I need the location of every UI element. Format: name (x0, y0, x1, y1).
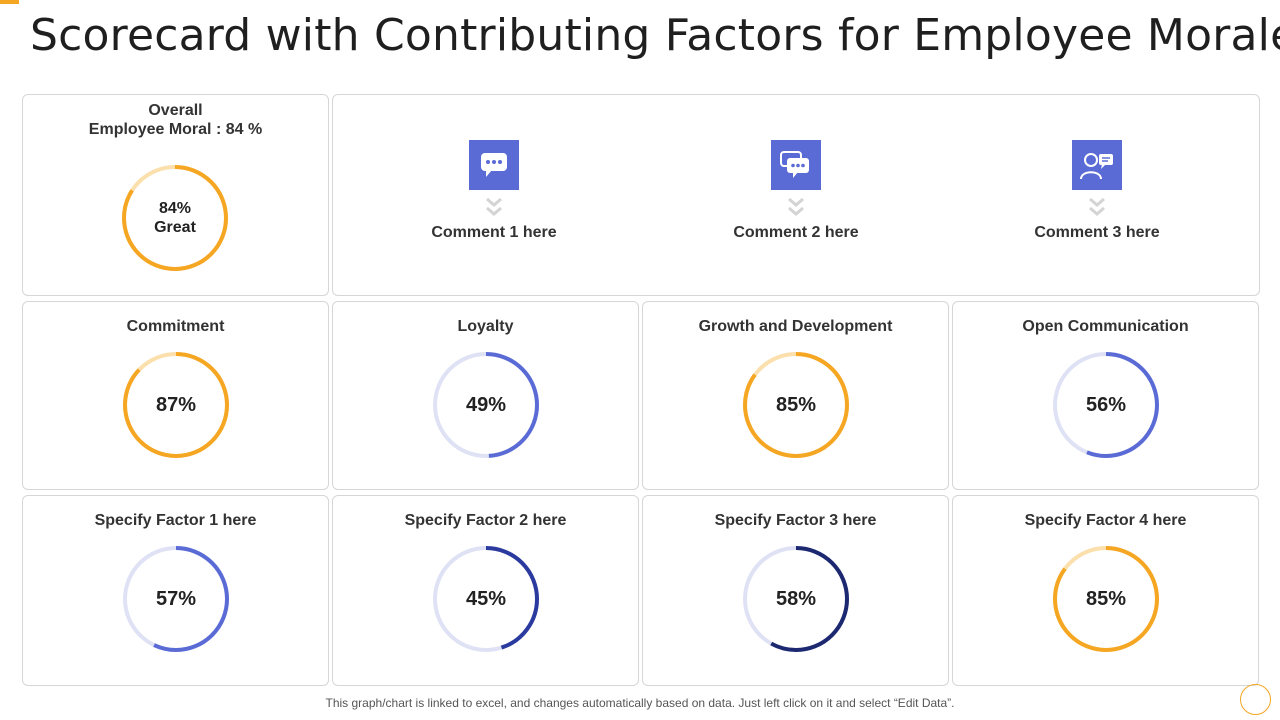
overall-title-line1: Overall (148, 102, 203, 119)
comment-block-2: Comment 2 here (696, 140, 896, 242)
factor-value-label: 45% (465, 587, 507, 610)
page-title: Scorecard with Contributing Factors for … (30, 10, 1280, 61)
overall-value-text: 84% (158, 200, 192, 217)
factor-title: Specify Factor 1 here (94, 512, 257, 529)
gauge-svg (433, 546, 539, 652)
gauge-svg (1053, 352, 1159, 458)
overall-gauge-label: 84% Great (115, 158, 235, 278)
gauge-svg (1053, 546, 1159, 652)
overall-gauge-arc (122, 165, 228, 271)
factor-gauge: 45% (426, 539, 546, 659)
factor-card-open-communication: Open Communication 56% (952, 301, 1259, 490)
factor-card-loyalty: Loyalty 49% (332, 301, 639, 490)
factor-title: Growth and Development (698, 318, 893, 335)
user-chat-icon (1072, 140, 1122, 190)
factor-card-commitment: Commitment 87% (22, 301, 329, 490)
factor-value-label: 49% (465, 393, 507, 416)
factor-gauge: 56% (1046, 345, 1166, 465)
factor-card-factor-4: Specify Factor 4 here 85% (952, 495, 1259, 686)
overall-title: Overall Employee Moral : 84 % (23, 101, 328, 139)
factor-card-factor-1: Specify Factor 1 here 57% (22, 495, 329, 686)
corner-circle-decoration (1240, 684, 1271, 715)
chat-bubble-icon (469, 140, 519, 190)
factor-title: Specify Factor 2 here (404, 512, 567, 529)
chevron-down-icon (1089, 197, 1105, 216)
footer-note: This graph/chart is linked to excel, and… (325, 696, 955, 710)
factor-value-label: 85% (775, 393, 817, 416)
gauge-arc (1053, 546, 1159, 652)
comment-2-text: Comment 2 here (733, 224, 859, 241)
chevron-down-icon (486, 197, 502, 216)
chat-bubbles-icon (771, 140, 821, 190)
factor-gauge: 58% (736, 539, 856, 659)
gauge-arc (1053, 352, 1159, 458)
factor-gauge: 57% (116, 539, 236, 659)
factor-card-growth: Growth and Development 85% (642, 301, 949, 490)
gauge-arc (743, 352, 849, 458)
comment-block-3: Comment 3 here (997, 140, 1197, 242)
overall-gauge-svg (122, 165, 228, 271)
gauge-svg (433, 352, 539, 458)
factor-title: Commitment (126, 318, 225, 335)
factor-gauge: 85% (736, 345, 856, 465)
overall-card: Overall Employee Moral : 84 % 84% Great (22, 94, 329, 296)
overall-status-text: Great (154, 219, 196, 236)
overall-title-line2: Employee Moral : 84 % (88, 121, 263, 138)
gauge-arc (743, 546, 849, 652)
factor-value-label: 85% (1085, 587, 1127, 610)
factor-title: Specify Factor 4 here (1024, 512, 1187, 529)
chevron-down-icon (788, 197, 804, 216)
gauge-svg (123, 352, 229, 458)
factor-title: Open Communication (1022, 318, 1189, 335)
comment-1-text: Comment 1 here (431, 224, 557, 241)
gauge-svg (123, 546, 229, 652)
factor-title: Loyalty (457, 318, 514, 335)
overall-gauge: 84% Great (115, 158, 235, 278)
factor-value-label: 58% (775, 587, 817, 610)
factor-card-factor-3: Specify Factor 3 here 58% (642, 495, 949, 686)
gauge-svg (743, 352, 849, 458)
comments-card: Comment 1 here Comment 2 here (332, 94, 1260, 296)
gauge-arc (123, 352, 229, 458)
factor-gauge: 49% (426, 345, 546, 465)
accent-mark (0, 0, 19, 4)
gauge-svg (743, 546, 849, 652)
factor-value-label: 57% (155, 587, 197, 610)
factor-value-label: 56% (1085, 393, 1127, 416)
factor-card-factor-2: Specify Factor 2 here 45% (332, 495, 639, 686)
comment-block-1: Comment 1 here (394, 140, 594, 242)
comment-3-text: Comment 3 here (1034, 224, 1160, 241)
gauge-arc (433, 546, 539, 652)
factor-gauge: 87% (116, 345, 236, 465)
factor-value-label: 87% (155, 393, 197, 416)
factor-title: Specify Factor 3 here (714, 512, 877, 529)
gauge-arc (123, 546, 229, 652)
factor-gauge: 85% (1046, 539, 1166, 659)
gauge-arc (433, 352, 539, 458)
